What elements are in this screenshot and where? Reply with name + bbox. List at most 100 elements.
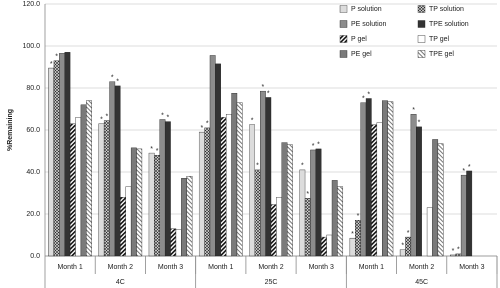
- bar: [53, 60, 60, 257]
- bar: [410, 114, 417, 257]
- legend-label: TPE solution: [429, 21, 469, 28]
- bar: [136, 148, 143, 257]
- bar: [120, 196, 126, 257]
- bar: [231, 93, 238, 257]
- significance-marker: *: [166, 114, 169, 121]
- significance-marker: *: [452, 248, 455, 255]
- significance-marker: *: [251, 118, 254, 125]
- significance-marker: *: [262, 84, 265, 91]
- bar: [286, 144, 293, 257]
- legend-swatch: [417, 20, 426, 28]
- significance-marker: *: [256, 163, 259, 170]
- legend-label: PE solution: [351, 21, 387, 28]
- bar: [236, 102, 243, 257]
- x-tick-label: Month 2: [258, 264, 283, 271]
- significance-marker: *: [150, 146, 153, 153]
- significance-marker: *: [55, 54, 58, 61]
- bar: [215, 63, 221, 257]
- legend-swatch: [417, 35, 426, 43]
- bar: [405, 236, 412, 257]
- bar: [148, 152, 155, 257]
- y-tick-label: 80.0: [26, 85, 40, 92]
- bar: [450, 254, 456, 257]
- legend-swatch: [339, 5, 348, 13]
- bar: [349, 237, 356, 257]
- significance-marker: *: [116, 79, 119, 86]
- bar: [86, 100, 92, 257]
- legend-label: TPE gel: [429, 51, 454, 58]
- x-tick-label: Month 3: [459, 264, 484, 271]
- bar: [98, 123, 105, 257]
- bar: [321, 236, 327, 257]
- y-tick-label: 0.0: [30, 253, 40, 260]
- significance-marker: *: [111, 75, 114, 82]
- bar: [220, 117, 227, 257]
- bar: [114, 85, 121, 257]
- significance-marker: *: [407, 230, 410, 237]
- significance-marker: *: [312, 143, 315, 150]
- bar: [304, 198, 311, 257]
- legend-label: TP gel: [429, 36, 450, 43]
- significance-marker: *: [468, 164, 471, 171]
- x-tick-label: Month 1: [208, 264, 233, 271]
- bar: [426, 207, 433, 257]
- bar: [265, 97, 272, 257]
- y-tick-label: 60.0: [26, 127, 40, 134]
- significance-marker: *: [401, 243, 404, 250]
- bar: [326, 234, 333, 257]
- legend-swatch: [417, 50, 426, 58]
- significance-marker: *: [201, 125, 204, 132]
- bar: [109, 81, 116, 257]
- significance-marker: *: [206, 121, 209, 128]
- bar: [254, 169, 261, 257]
- significance-marker: *: [156, 148, 159, 155]
- group-label: 45C: [415, 279, 428, 286]
- x-tick-label: Month 3: [158, 264, 183, 271]
- significance-marker: *: [161, 112, 164, 119]
- bar: [371, 124, 378, 257]
- legend-swatch: [339, 20, 348, 28]
- bar: [281, 142, 288, 257]
- bar: [331, 180, 338, 257]
- bar: [455, 253, 462, 257]
- bar: [310, 149, 317, 257]
- bar: [355, 220, 361, 257]
- bar: [170, 228, 177, 257]
- bar: [75, 117, 82, 257]
- bar: [276, 196, 282, 257]
- bar: [365, 98, 372, 257]
- significance-marker: *: [351, 231, 354, 238]
- legend-label: PE gel: [351, 51, 372, 58]
- bar: [80, 104, 87, 257]
- significance-marker: *: [367, 91, 370, 98]
- bar: [376, 122, 383, 257]
- x-tick-label: Month 2: [409, 264, 434, 271]
- significance-marker: *: [301, 163, 304, 170]
- bar: [416, 126, 422, 257]
- bar: [387, 101, 394, 257]
- bar: [315, 148, 322, 257]
- significance-marker: *: [457, 247, 460, 254]
- bar: [204, 127, 211, 257]
- bar: [249, 124, 256, 257]
- legend-swatch: [417, 5, 426, 13]
- bar: [225, 114, 232, 257]
- group-label: 25C: [265, 279, 278, 286]
- significance-marker: *: [306, 191, 309, 198]
- legend-label: P solution: [351, 6, 382, 13]
- significance-marker: *: [267, 90, 270, 97]
- significance-marker: *: [362, 96, 365, 103]
- bar: [299, 169, 306, 257]
- significance-marker: *: [317, 142, 320, 149]
- bar: [64, 52, 71, 257]
- significance-marker: *: [462, 168, 465, 175]
- significance-marker: *: [100, 117, 103, 124]
- bar: [130, 147, 137, 257]
- bar: [432, 139, 439, 257]
- significance-marker: *: [412, 107, 415, 114]
- x-tick-label: Month 1: [359, 264, 384, 271]
- x-tick-label: Month 2: [108, 264, 133, 271]
- bar: [159, 119, 166, 257]
